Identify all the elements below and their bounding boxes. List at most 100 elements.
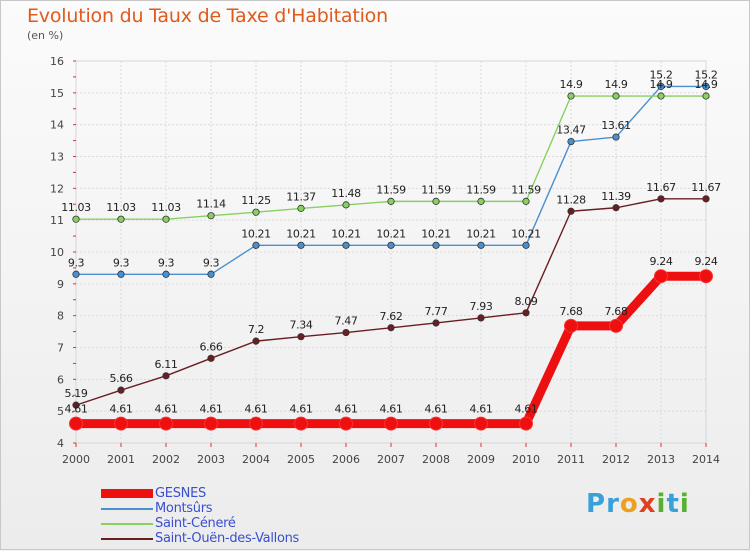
data-label: 11.25 — [241, 194, 271, 207]
y-tick-label: 15 — [50, 87, 64, 100]
data-label: 11.14 — [196, 198, 226, 211]
y-tick-label: 5 — [57, 405, 64, 418]
data-point — [117, 386, 125, 394]
x-tick-label: 2007 — [377, 453, 405, 466]
data-label: 6.11 — [155, 358, 178, 371]
data-point — [477, 241, 485, 249]
data-label: 10.21 — [331, 227, 361, 240]
data-label: 11.39 — [601, 190, 631, 203]
data-label: 15.2 — [695, 68, 718, 81]
data-label: 13.61 — [601, 119, 631, 132]
data-label: 4.61 — [290, 403, 313, 416]
data-point — [567, 92, 575, 100]
data-label: 11.59 — [466, 183, 496, 196]
data-point — [657, 92, 665, 100]
data-label: 9.3 — [68, 256, 85, 269]
data-label: 11.48 — [331, 187, 361, 200]
x-tick-label: 2000 — [62, 453, 90, 466]
data-label: 7.2 — [248, 323, 264, 336]
data-label: 9.24 — [695, 255, 718, 268]
legend-label: Saint-Ouën-des-Vallons — [155, 531, 300, 546]
data-point — [702, 92, 710, 100]
data-point — [252, 241, 260, 249]
legend-item: Saint-Ouën-des-Vallons — [101, 531, 299, 546]
legend-swatch — [101, 489, 153, 498]
data-point — [612, 204, 620, 212]
x-tick-label: 2005 — [287, 453, 315, 466]
data-point — [297, 204, 305, 212]
data-point — [249, 416, 263, 431]
data-point — [204, 416, 218, 431]
logo-letter: r — [606, 489, 620, 519]
legend-item: GESNES — [101, 486, 299, 501]
data-label: 11.03 — [61, 201, 91, 214]
logo-letter: t — [666, 489, 680, 519]
legend-label: Saint-Céneré — [155, 516, 236, 531]
data-point — [657, 82, 665, 91]
x-tick-label: 2006 — [332, 453, 360, 466]
data-label: 11.59 — [511, 183, 541, 196]
data-point — [207, 212, 215, 220]
y-tick-label: 12 — [50, 182, 64, 195]
data-label: 11.03 — [106, 201, 136, 214]
x-tick-label: 2003 — [197, 453, 225, 466]
data-label: 11.37 — [286, 190, 316, 203]
y-tick-label: 4 — [57, 437, 64, 450]
data-point — [69, 416, 83, 431]
data-point — [297, 241, 305, 249]
data-label: 4.61 — [515, 403, 538, 416]
proxiti-logo: Proxiti — [586, 489, 690, 519]
data-label: 9.24 — [650, 255, 673, 268]
logo-letter: o — [619, 489, 639, 519]
data-point — [117, 215, 125, 223]
data-point — [522, 241, 530, 249]
data-label: 10.21 — [286, 227, 316, 240]
data-point — [162, 372, 170, 380]
y-tick-label: 8 — [57, 310, 64, 323]
data-label: 4.61 — [425, 403, 448, 416]
x-tick-label: 2011 — [557, 453, 585, 466]
data-label: 4.61 — [155, 403, 178, 416]
y-tick-label: 13 — [50, 151, 64, 164]
legend-label: GESNES — [155, 486, 206, 501]
data-point — [387, 324, 395, 332]
data-label: 11.59 — [376, 183, 406, 196]
legend-item: Montsûrs — [101, 501, 299, 516]
data-label: 13.47 — [556, 124, 586, 137]
data-point — [474, 416, 488, 431]
data-point — [72, 270, 80, 278]
x-tick-label: 2001 — [107, 453, 135, 466]
data-point — [72, 215, 80, 223]
logo-letter: P — [586, 489, 607, 519]
data-label: 10.21 — [511, 227, 541, 240]
data-label: 7.93 — [470, 300, 493, 313]
data-point — [342, 241, 350, 249]
data-label: 11.67 — [646, 181, 676, 194]
data-point — [657, 195, 665, 203]
logo-letter: i — [656, 489, 667, 519]
data-label: 4.61 — [335, 403, 358, 416]
chart-subtitle: (en %) — [27, 29, 64, 42]
data-point — [564, 318, 578, 333]
data-label: 6.66 — [200, 340, 223, 353]
y-tick-label: 14 — [50, 119, 64, 132]
data-point — [297, 333, 305, 341]
data-label: 4.61 — [110, 403, 133, 416]
x-tick-label: 2008 — [422, 453, 450, 466]
data-point — [519, 416, 533, 431]
data-label: 14.9 — [560, 78, 583, 91]
legend-label: Montsûrs — [155, 501, 213, 516]
data-point — [522, 197, 530, 205]
data-point — [342, 328, 350, 337]
data-label: 4.61 — [200, 403, 223, 416]
data-label: 7.68 — [605, 305, 628, 318]
data-label: 5.66 — [110, 372, 133, 385]
y-tick-label: 7 — [57, 342, 64, 355]
data-point — [114, 416, 128, 431]
data-point — [609, 318, 623, 333]
y-tick-label: 9 — [57, 278, 64, 291]
x-tick-label: 2002 — [152, 453, 180, 466]
data-label: 14.9 — [605, 78, 628, 91]
data-label: 11.03 — [151, 201, 181, 214]
